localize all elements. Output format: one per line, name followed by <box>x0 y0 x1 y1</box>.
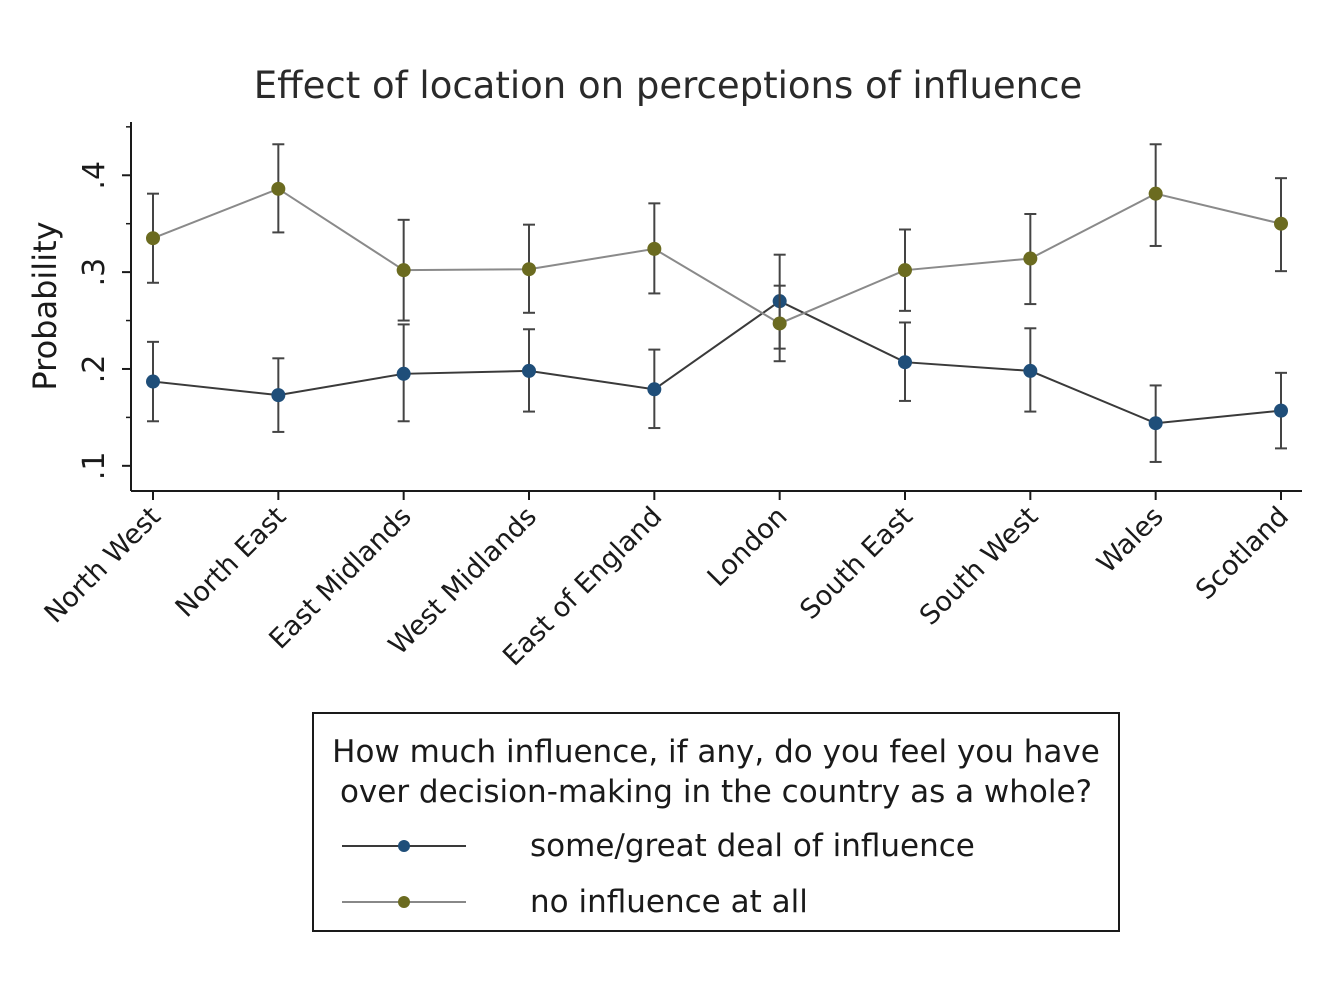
data-point-no-influence-at-all <box>898 263 912 278</box>
y-tick-label: .4 <box>77 161 112 190</box>
data-point-no-influence-at-all <box>396 263 411 278</box>
data-point-no-influence-at-all <box>772 316 787 331</box>
data-point-some-great-deal-of-influence <box>522 363 536 378</box>
y-tick-label: .2 <box>77 355 112 384</box>
data-point-some-great-deal-of-influence <box>647 382 662 397</box>
data-point-no-influence-at-all <box>522 262 536 277</box>
data-point-some-great-deal-of-influence <box>396 366 411 381</box>
legend-label-some-influence: some/great deal of influence <box>530 828 975 864</box>
legend-label-no-influence: no influence at all <box>530 884 808 920</box>
x-tick-label-north-east: North East <box>170 501 293 624</box>
x-tick-label-south-east: South East <box>794 501 919 626</box>
line-chart: Effect of location on perceptions of inf… <box>26 64 1302 672</box>
data-point-some-great-deal-of-influence <box>1274 403 1288 418</box>
data-point-some-great-deal-of-influence <box>146 374 160 389</box>
y-tick-label: .1 <box>77 452 112 481</box>
x-tick-label-north-west: North West <box>39 501 167 629</box>
x-tick-label-scotland: Scotland <box>1190 501 1295 606</box>
x-tick-label-london: London <box>702 501 794 593</box>
data-point-no-influence-at-all <box>1274 216 1288 231</box>
data-point-some-great-deal-of-influence <box>271 388 286 403</box>
y-axis-title: Probability <box>26 221 64 390</box>
legend: How much influence, if any, do you feel … <box>312 712 1120 932</box>
chart-title: Effect of location on perceptions of inf… <box>254 64 1082 107</box>
series-line-some-great-deal-of-influence <box>152 300 1282 425</box>
y-tick-label: .3 <box>77 258 112 287</box>
data-point-some-great-deal-of-influence <box>1023 363 1038 378</box>
legend-item-no-influence: no influence at all <box>342 882 1102 922</box>
data-point-no-influence-at-all <box>271 181 286 196</box>
data-point-no-influence-at-all <box>146 231 160 246</box>
x-tick-label-wales: Wales <box>1091 501 1169 579</box>
data-point-some-great-deal-of-influence <box>898 355 912 370</box>
legend-marker-no-influence <box>342 896 466 908</box>
legend-item-some-influence: some/great deal of influence <box>342 826 1102 866</box>
data-point-no-influence-at-all <box>647 241 662 256</box>
data-point-some-great-deal-of-influence <box>1148 416 1163 431</box>
legend-marker-some-influence <box>342 840 466 852</box>
x-tick-label-south-west: South West <box>914 501 1044 631</box>
legend-title: How much influence, if any, do you feel … <box>332 734 1100 810</box>
series-line-no-influence-at-all <box>152 187 1282 325</box>
data-point-no-influence-at-all <box>1148 186 1163 201</box>
data-point-no-influence-at-all <box>1023 251 1038 266</box>
